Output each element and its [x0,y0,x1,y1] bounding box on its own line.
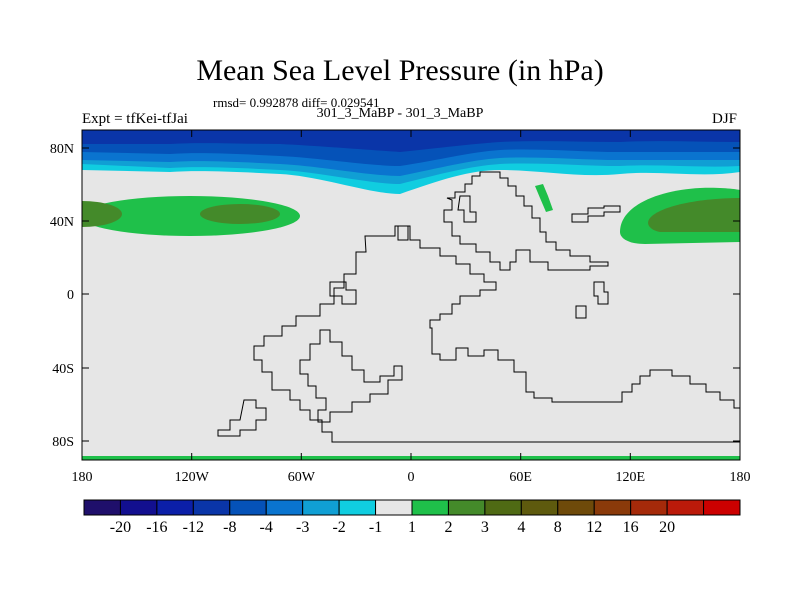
colorbar-swatch [484,499,522,516]
colorbar-label: -2 [332,519,345,536]
colorbar-label: 2 [444,519,452,536]
colorbar-swatch [703,499,741,516]
land-outlines [217,171,740,443]
colorbar-swatch [83,499,121,516]
colorbar-swatch [375,499,413,516]
colorbar-label: -8 [223,519,236,536]
lat-tick-label: 80N [50,142,74,157]
colorbar-label: -4 [260,519,273,536]
colorbar-swatch [156,499,194,516]
colorbar-swatch [520,499,559,516]
colorbar-label: 4 [517,519,525,536]
colorbar-label: -16 [146,519,167,536]
outline-island-b [397,225,409,241]
contour-minus8 [82,130,740,152]
colorbar-label: -1 [369,519,382,536]
colorbar-swatch [557,499,595,516]
outline-eurasia [443,171,609,271]
outline-americas [299,329,403,423]
outline-island-c [571,205,621,223]
outline-island-e [575,305,587,319]
lon-tick-label: 180 [72,470,93,485]
lon-tick-label: 120E [616,470,646,485]
colorbar-label: 16 [623,519,639,536]
lon-tick-label: 120W [175,470,210,485]
lat-tick-label: 40N [50,215,74,230]
lat-tick-label: 80S [52,435,74,450]
colorbar-swatch [666,499,705,516]
colorbar-swatch [630,499,668,516]
colorbar-label: 8 [554,519,562,536]
stats-label: rmsd= 0.992878 diff= 0.029541 [213,95,380,110]
contour-plus1-japan [535,184,553,212]
colorbar-label: -12 [183,519,204,536]
lat-tick-label: 0 [67,288,74,303]
plot-title: Mean Sea Level Pressure (in hPa) [196,54,604,87]
lat-tick-label: 40S [52,362,74,377]
colorbar-swatch [593,499,632,516]
colorbar-label: 12 [586,519,602,536]
colorbar-swatch [229,499,267,516]
comparison-subtitle: 301_3_MaBP - 301_3_MaBP [316,106,484,121]
colorbar-swatch [192,499,231,516]
colorbar-label: -20 [110,519,131,536]
map-field [82,130,740,460]
colorbar-label: -3 [296,519,309,536]
outline-island-d [593,281,609,305]
colorbar-swatch [265,499,304,516]
lon-tick-label: 180 [730,470,751,485]
colorbar: -20 -16 -12 -8 -4 -3 -2 -1 1 2 3 4 8 12 16 20 [83,499,741,536]
lon-tick-label: 60E [509,470,532,485]
season-label: DJF [712,111,738,127]
contour-plus2-west-b [200,204,280,224]
outline-island-f [457,195,477,223]
contour-plus2-west-a [82,201,122,227]
colorbar-swatch [447,499,486,516]
colorbar-label: 1 [408,519,416,536]
longitude-axis: 180 120W 60W 0 60E 120E 180 [72,130,751,485]
colorbar-label: 20 [659,519,675,536]
colorbar-swatch [411,499,449,516]
experiment-label: Expt = tfKei-tfJai [82,111,188,127]
colorbar-swatch [338,499,377,516]
contour-plus2-east [648,198,740,232]
outline-africa-antarctica [253,225,740,443]
lon-tick-label: 0 [408,470,415,485]
colorbar-swatch [302,499,340,516]
outline-island-a [329,281,357,305]
colorbar-swatch [119,499,158,516]
latitude-axis: 80N 40N 0 40S 80S [50,142,740,450]
lon-tick-label: 60W [288,470,316,485]
colorbar-label: 3 [481,519,489,536]
outline-southern-tip [217,399,267,437]
